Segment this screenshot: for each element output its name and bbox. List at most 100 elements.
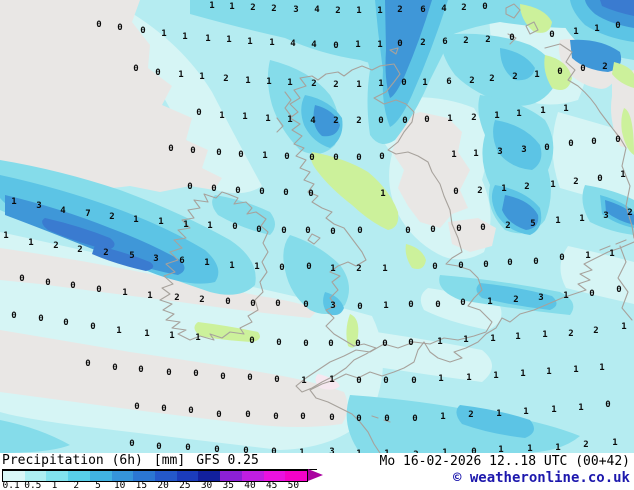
grid-value: 4: [290, 39, 296, 49]
grid-value: 0: [190, 146, 195, 156]
grid-value: 0: [308, 189, 313, 199]
grid-value: 3: [603, 211, 608, 221]
grid-value: 1: [161, 29, 166, 39]
grid-value: 0: [19, 274, 24, 284]
grid-value: 1: [563, 291, 568, 301]
copyright-link[interactable]: © weatheronline.co.uk: [452, 470, 630, 486]
grid-value: 1: [269, 38, 274, 48]
grid-value: 0: [557, 67, 562, 77]
grid-value: 1: [542, 330, 547, 340]
grid-value: 0: [249, 336, 254, 346]
grid-value: 1: [356, 449, 361, 453]
grid-value: 0: [117, 23, 122, 33]
grid-value: 0: [129, 439, 134, 449]
grid-value: 0: [276, 338, 281, 348]
grid-value: 1: [496, 409, 501, 419]
grid-value: 2: [485, 35, 490, 45]
grid-value: 1: [158, 217, 163, 227]
grid-value: 0: [305, 226, 310, 236]
grid-value: 0: [196, 108, 201, 118]
grid-value: 0: [155, 68, 160, 78]
scale-overflow-arrow-icon: [308, 469, 323, 481]
grid-value: 1: [585, 251, 590, 261]
scale-tick-label: 40: [244, 480, 256, 490]
grid-value: 0: [483, 260, 488, 270]
grid-value: 0: [549, 30, 554, 40]
grid-value: 1: [621, 322, 626, 332]
grid-value: 0: [559, 253, 564, 263]
grid-value: 2: [271, 4, 276, 14]
grid-value: 4: [441, 4, 447, 14]
grid-value: 2: [335, 6, 340, 16]
grid-value: 0: [580, 64, 585, 74]
grid-value: 1: [378, 79, 383, 89]
grid-value: 0: [188, 406, 193, 416]
grid-value: 5: [129, 251, 134, 261]
grid-value: 0: [271, 447, 276, 453]
grid-value: 0: [306, 262, 311, 272]
legend-title: Precipitation (6h) [mm] GFS 0.25: [2, 453, 317, 470]
grid-value: 6: [179, 256, 184, 266]
grid-value: 2: [333, 80, 338, 90]
grid-value: 3: [521, 145, 526, 155]
grid-value: 2: [489, 74, 494, 84]
colorbar-segment: [285, 471, 308, 481]
grid-value: 0: [356, 153, 361, 163]
grid-value: 0: [453, 187, 458, 197]
grid-value: 0: [85, 359, 90, 369]
coast-ireland: [159, 191, 269, 341]
grid-value: 0: [283, 188, 288, 198]
grid-value: 1: [144, 329, 149, 339]
grid-value: 1: [195, 333, 200, 343]
grid-value: 0: [382, 339, 387, 349]
scale-tick-label: 45: [265, 480, 278, 490]
grid-value: 1: [612, 438, 617, 448]
grid-value: 1: [229, 2, 234, 12]
grid-value: 0: [220, 372, 225, 382]
grid-value: 0: [589, 289, 594, 299]
grid-value: 2: [103, 248, 108, 258]
grid-value: 0: [166, 368, 171, 378]
legend-bar: Precipitation (6h) [mm] GFS 0.25 0.1 0.5 1 2 5…: [0, 453, 634, 490]
grid-value: 0: [328, 339, 333, 349]
grid-value: 0: [161, 404, 166, 414]
coast-hebrides: [284, 91, 292, 117]
forecast-datetime: Mo 16-02-2026 12..18 UTC (00+42): [379, 454, 630, 469]
grid-value: 2: [333, 116, 338, 126]
grid-value: 2: [250, 3, 255, 13]
grid-value: 1: [487, 297, 492, 307]
grid-value: 0: [533, 257, 538, 267]
grid-value: 0: [96, 20, 101, 30]
grid-value: 0: [38, 314, 43, 324]
grid-value: 0: [140, 26, 145, 36]
grid-value: 0: [274, 375, 279, 385]
grid-value: 0: [211, 184, 216, 194]
grid-value: 1: [447, 114, 452, 124]
grid-value: 1: [28, 238, 33, 248]
grid-value: 1: [382, 264, 387, 274]
grid-value: 0: [357, 226, 362, 236]
grid-value: 1: [573, 365, 578, 375]
grid-value: 2: [461, 3, 466, 13]
grid-value: 0: [356, 414, 361, 424]
grid-value: 0: [238, 150, 243, 160]
grid-value: 1: [3, 231, 8, 241]
grid-value: 0: [70, 281, 75, 291]
grid-value: 2: [593, 326, 598, 336]
grid-value: 6: [442, 37, 447, 47]
grid-value: 3: [153, 254, 158, 264]
grid-value: 1: [11, 197, 16, 207]
colorbar-segment: [68, 471, 90, 481]
grid-value: 1: [301, 376, 306, 386]
grid-value: 0: [245, 410, 250, 420]
grid-value: 1: [355, 40, 360, 50]
grid-value: 1: [563, 104, 568, 114]
grid-value: 1: [265, 114, 270, 124]
legend-model: GFS 0.25: [196, 453, 259, 468]
grid-value: 0: [378, 116, 383, 126]
scale-tick-label: 30: [200, 480, 213, 490]
grid-value: 1: [169, 331, 174, 341]
grid-value: 0: [333, 153, 338, 163]
grid-value: 2: [627, 208, 632, 218]
dark-precip-streaks: [42, 0, 634, 271]
